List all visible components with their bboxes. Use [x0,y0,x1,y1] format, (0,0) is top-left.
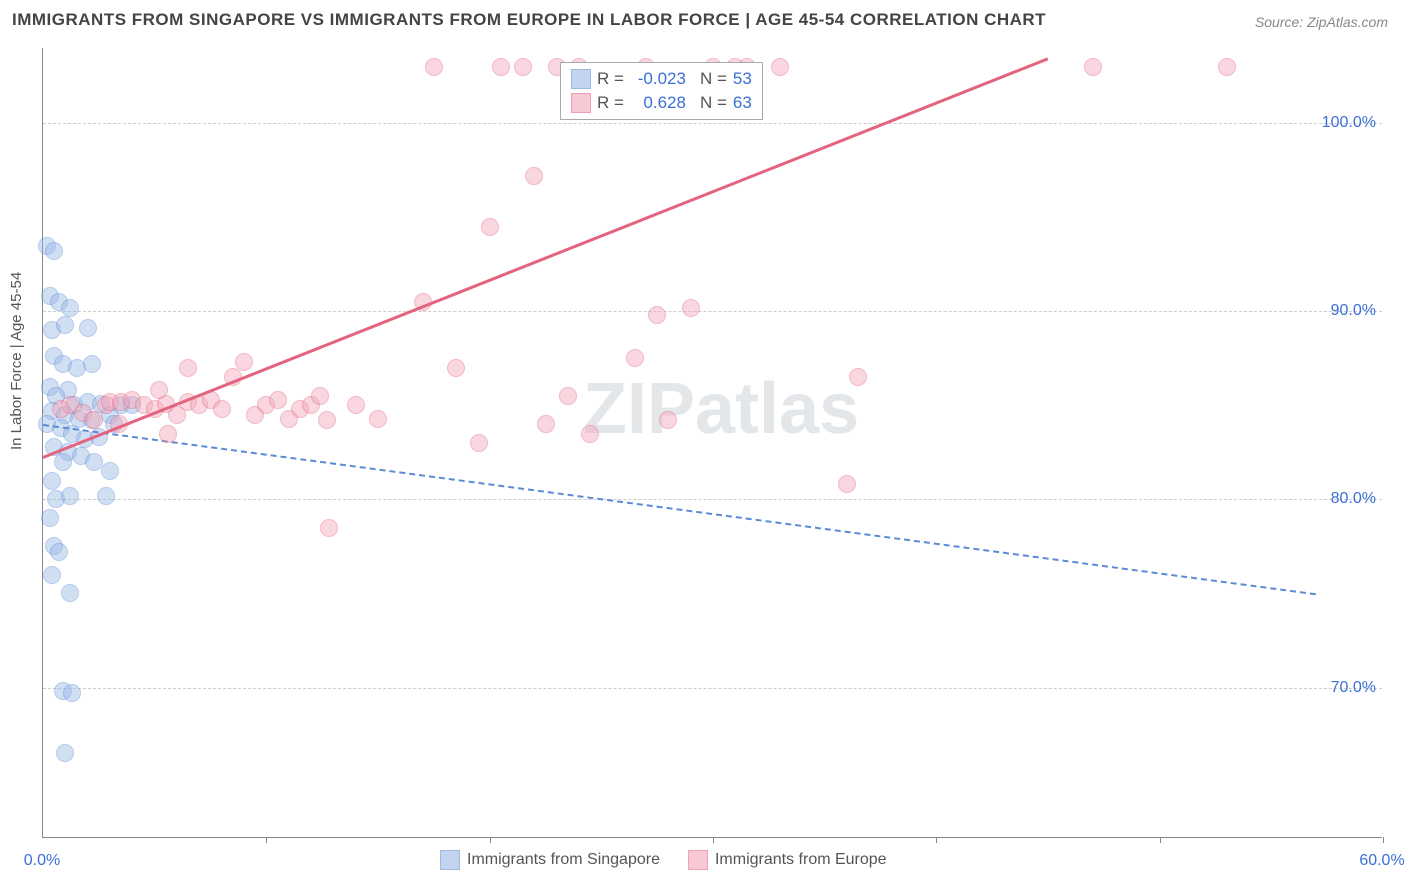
chart-container: IMMIGRANTS FROM SINGAPORE VS IMMIGRANTS … [0,0,1406,892]
x-tick-label: 60.0% [1359,852,1404,870]
x-tick [490,837,491,843]
scatter-point [159,425,177,443]
gridline-h [43,499,1382,500]
scatter-point [514,58,532,76]
stats-r-label: R = [597,91,624,115]
legend-swatch [571,69,591,89]
x-tick [713,837,714,843]
stats-r-value: 0.628 [630,91,686,115]
scatter-point [559,387,577,405]
scatter-point [1218,58,1236,76]
stats-n-label: N = [700,67,727,91]
legend-label: Immigrants from Singapore [467,851,660,869]
scatter-point [43,472,61,490]
scatter-point [771,58,789,76]
scatter-point [311,387,329,405]
source-label: Source: ZipAtlas.com [1255,14,1388,30]
scatter-point [54,453,72,471]
stats-r-value: -0.023 [630,67,686,91]
scatter-point [43,566,61,584]
scatter-point [179,359,197,377]
scatter-point [85,411,103,429]
x-tick [1383,837,1384,843]
gridline-h [43,688,1382,689]
scatter-point [581,425,599,443]
legend-label: Immigrants from Europe [715,851,887,869]
scatter-point [56,744,74,762]
trend-line [43,424,1316,595]
gridline-h [43,311,1382,312]
scatter-point [481,218,499,236]
scatter-point [849,368,867,386]
legend-swatch [571,93,591,113]
legend-swatch [440,850,460,870]
scatter-point [320,519,338,537]
chart-title: IMMIGRANTS FROM SINGAPORE VS IMMIGRANTS … [12,10,1046,30]
scatter-point [537,415,555,433]
scatter-point [50,543,68,561]
trend-line [42,58,1048,460]
scatter-point [470,434,488,452]
scatter-point [150,381,168,399]
scatter-point [447,359,465,377]
x-tick [266,837,267,843]
scatter-point [492,58,510,76]
scatter-point [235,353,253,371]
x-tick [1160,837,1161,843]
scatter-point [318,411,336,429]
legend-swatch [688,850,708,870]
scatter-point [659,411,677,429]
scatter-point [1084,58,1102,76]
scatter-point [61,299,79,317]
stats-r-label: R = [597,67,624,91]
bottom-legend: Immigrants from Singapore Immigrants from… [440,850,887,870]
scatter-point [626,349,644,367]
x-tick-label: 0.0% [24,852,60,870]
scatter-point [56,316,74,334]
y-axis-label: In Labor Force | Age 45-54 [8,272,25,450]
correlation-stats-box: R =-0.023 N =53 R =0.628 N =63 [560,62,763,120]
scatter-point [347,396,365,414]
y-tick-label: 100.0% [1322,114,1376,132]
scatter-point [213,400,231,418]
scatter-point [369,410,387,428]
stats-row: R =0.628 N =63 [571,91,752,115]
y-tick-label: 80.0% [1331,490,1376,508]
scatter-point [83,355,101,373]
scatter-point [101,462,119,480]
y-tick-label: 90.0% [1331,302,1376,320]
stats-row: R =-0.023 N =53 [571,67,752,91]
scatter-point [525,167,543,185]
scatter-point [269,391,287,409]
y-tick-label: 70.0% [1331,679,1376,697]
scatter-point [61,584,79,602]
scatter-point [41,509,59,527]
x-tick [936,837,937,843]
scatter-point [97,487,115,505]
legend-item: Immigrants from Europe [688,850,887,870]
gridline-h [43,123,1382,124]
stats-n-value: 53 [733,67,752,91]
scatter-point [79,319,97,337]
scatter-point [838,475,856,493]
scatter-point [648,306,666,324]
watermark: ZIPatlas [583,368,859,450]
stats-n-value: 63 [733,91,752,115]
scatter-point [682,299,700,317]
scatter-point [45,242,63,260]
scatter-point [61,487,79,505]
plot-area: ZIPatlas 70.0% 80.0% 90.0% 100.0% [42,48,1382,838]
scatter-point [425,58,443,76]
legend-item: Immigrants from Singapore [440,850,660,870]
stats-n-label: N = [700,91,727,115]
scatter-point [63,684,81,702]
